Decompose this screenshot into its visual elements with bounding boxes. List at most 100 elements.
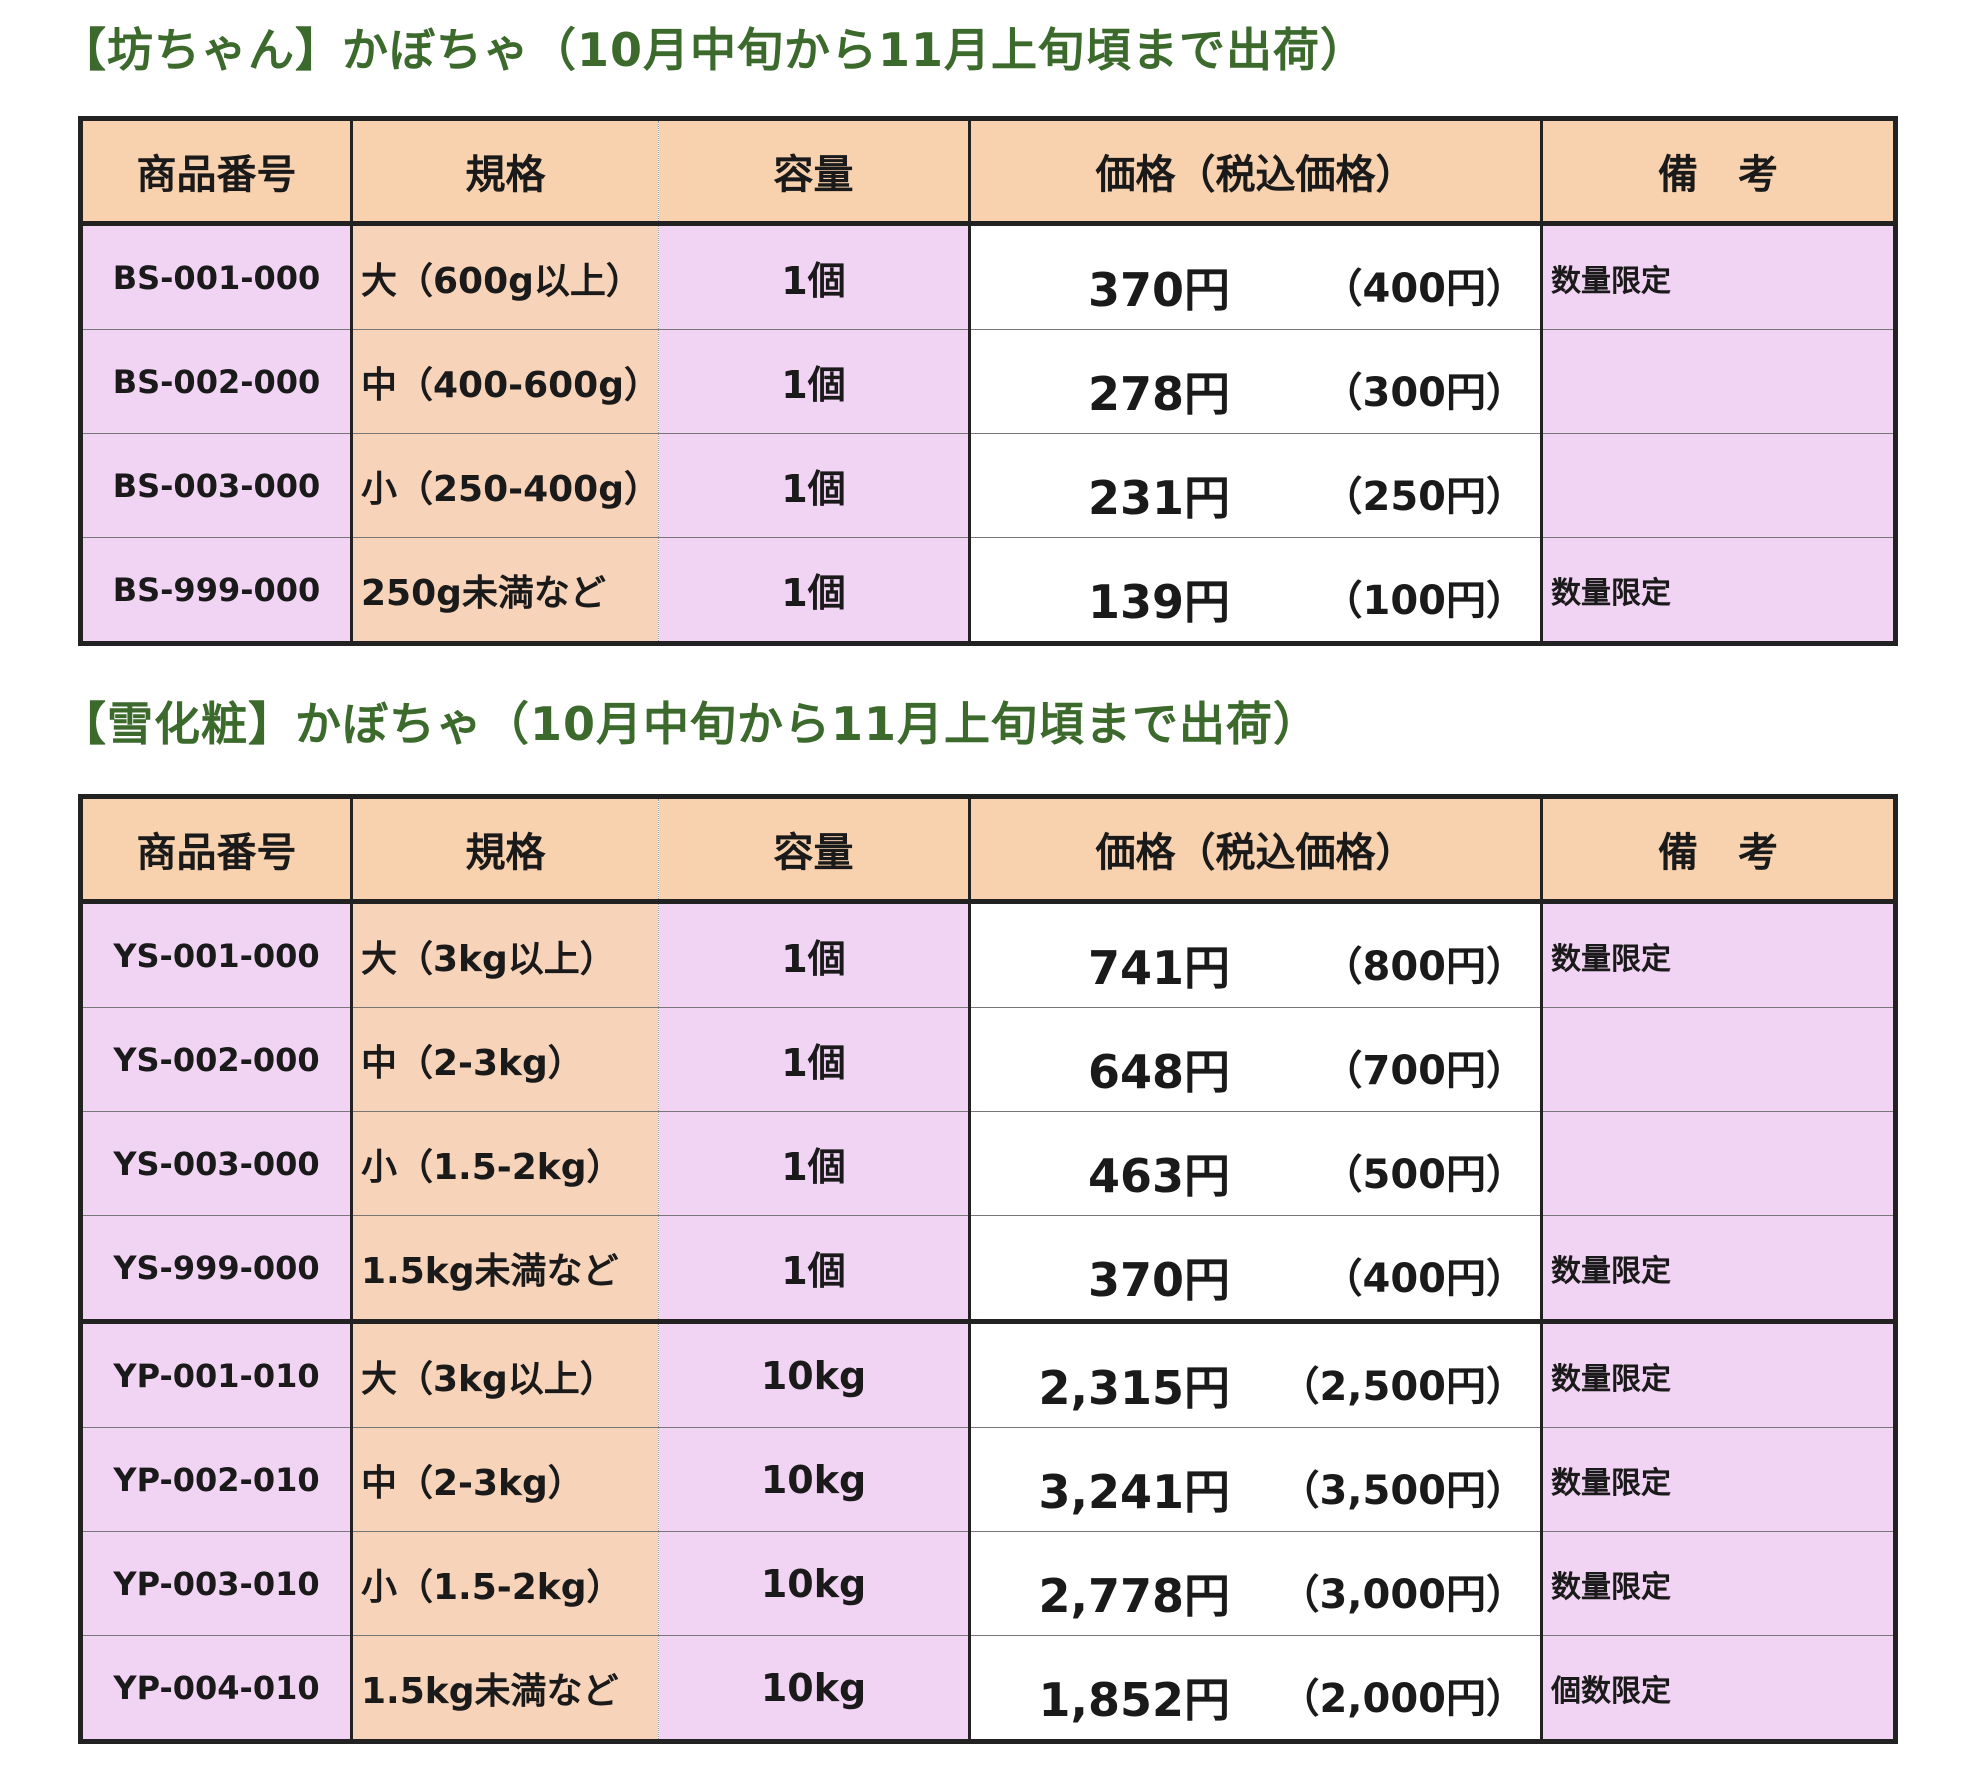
price: 278円 bbox=[1087, 367, 1230, 421]
spec: 大（3kg以上） bbox=[350, 901, 659, 1008]
remarks: 数量限定 bbox=[1540, 1319, 1896, 1428]
table-row: BS-003-000 小（250-400g） 1個 231円 （250円） bbox=[79, 433, 1896, 538]
price: 1,852円 bbox=[1038, 1673, 1230, 1727]
header-remarks: 備 考 bbox=[1540, 796, 1896, 904]
tax-included-price: （500円） bbox=[1322, 1152, 1527, 1198]
price: 2,778円 bbox=[1038, 1569, 1230, 1623]
product-number: YP-002-010 bbox=[79, 1427, 352, 1532]
product-number: BS-003-000 bbox=[79, 433, 352, 538]
header-product-number: 商品番号 bbox=[79, 796, 352, 904]
price-cell: 370円 （400円） bbox=[968, 1215, 1542, 1322]
quantity: 10kg bbox=[658, 1427, 970, 1532]
header-product-number: 商品番号 bbox=[79, 118, 352, 226]
price-cell: 231円 （250円） bbox=[968, 433, 1542, 538]
table-header-row: 商品番号 規格 容量 価格（税込価格）備 考 bbox=[79, 796, 1896, 904]
header-spec: 規格 bbox=[350, 796, 659, 904]
header-spec: 規格 bbox=[350, 118, 659, 226]
price: 231円 bbox=[1087, 471, 1230, 525]
product-number: YS-002-000 bbox=[79, 1007, 352, 1112]
tax-included-price: （3,500円） bbox=[1279, 1468, 1526, 1514]
spec: 250g未満など bbox=[350, 537, 659, 644]
table-row: YP-001-010 大（3kg以上） 10kg 2,315円 （2,500円） 数量限定 bbox=[79, 1319, 1896, 1428]
remarks bbox=[1540, 433, 1896, 538]
price: 2,315円 bbox=[1038, 1361, 1230, 1415]
quantity: 1個 bbox=[658, 1111, 970, 1216]
table-row: BS-999-000 250g未満など 1個 139円 （100円） 数量限定 bbox=[79, 537, 1896, 644]
quantity: 1個 bbox=[658, 433, 970, 538]
spec: 大（600g以上） bbox=[350, 223, 659, 330]
spec: 小（1.5-2kg） bbox=[350, 1531, 659, 1636]
price: 463円 bbox=[1087, 1149, 1230, 1203]
product-number: BS-002-000 bbox=[79, 329, 352, 434]
quantity: 1個 bbox=[658, 901, 970, 1008]
header-quantity: 容量 bbox=[658, 796, 970, 904]
quantity: 1個 bbox=[658, 537, 970, 644]
table-row: YS-002-000 中（2-3kg） 1個 648円 （700円） bbox=[79, 1007, 1896, 1112]
price-table-yukigesho: 商品番号 規格 容量 価格（税込価格）備 考 YS-001-000 大（3kg以上） 1個… bbox=[78, 794, 1898, 1744]
product-number: YP-004-010 bbox=[79, 1635, 352, 1742]
remarks: 数量限定 bbox=[1540, 1427, 1896, 1532]
product-number: BS-999-000 bbox=[79, 537, 352, 644]
quantity: 10kg bbox=[658, 1635, 970, 1742]
table-row: BS-001-000 大（600g以上） 1個 370円 （400円） 数量限定 bbox=[79, 223, 1896, 330]
tax-included-price: （800円） bbox=[1322, 944, 1527, 990]
header-quantity: 容量 bbox=[658, 118, 970, 226]
price-table-bocchan: 商品番号 規格 容量 価格（税込価格）備 考 BS-001-000 大（600g以上） 1… bbox=[78, 116, 1898, 646]
tax-included-price: （400円） bbox=[1322, 266, 1527, 312]
remarks bbox=[1540, 1111, 1896, 1216]
price: 3,241円 bbox=[1038, 1465, 1230, 1519]
remarks: 数量限定 bbox=[1540, 901, 1896, 1008]
header-remarks: 備 考 bbox=[1540, 118, 1896, 226]
price-cell: 2,315円 （2,500円） bbox=[968, 1319, 1542, 1428]
price-cell: 1,852円 （2,000円） bbox=[968, 1635, 1542, 1742]
quantity: 10kg bbox=[658, 1319, 970, 1428]
table-row: YP-003-010 小（1.5-2kg） 10kg 2,778円 （3,000円） 数量… bbox=[79, 1531, 1896, 1636]
price: 370円 bbox=[1087, 1253, 1230, 1307]
tax-included-price: （250円） bbox=[1322, 474, 1527, 520]
quantity: 1個 bbox=[658, 223, 970, 330]
table-row: YS-001-000 大（3kg以上） 1個 741円 （800円） 数量限定 bbox=[79, 901, 1896, 1008]
remarks: 個数限定 bbox=[1540, 1635, 1896, 1742]
spec: 小（1.5-2kg） bbox=[350, 1111, 659, 1216]
price-cell: 2,778円 （3,000円） bbox=[968, 1531, 1542, 1636]
spec: 1.5kg未満など bbox=[350, 1215, 659, 1322]
spec: 中（400-600g） bbox=[350, 329, 659, 434]
tax-included-price: （2,000円） bbox=[1279, 1676, 1526, 1722]
table-row: YP-002-010 中（2-3kg） 10kg 3,241円 （3,500円） 数量限定 bbox=[79, 1427, 1896, 1532]
price-cell: 370円 （400円） bbox=[968, 223, 1542, 330]
header-price: 価格（税込価格） bbox=[968, 796, 1542, 904]
price: 648円 bbox=[1087, 1045, 1230, 1099]
remarks: 数量限定 bbox=[1540, 223, 1896, 330]
tax-included-price: （700円） bbox=[1322, 1048, 1527, 1094]
tax-included-price: （3,000円） bbox=[1279, 1572, 1526, 1618]
quantity: 1個 bbox=[658, 1215, 970, 1322]
table-row: YP-004-010 1.5kg未満など 10kg 1,852円 （2,000円） 個数限… bbox=[79, 1635, 1896, 1742]
product-number: YS-003-000 bbox=[79, 1111, 352, 1216]
price: 741円 bbox=[1087, 941, 1230, 995]
product-number: YS-999-000 bbox=[79, 1215, 352, 1322]
tax-included-price: （2,500円） bbox=[1279, 1364, 1526, 1410]
tax-included-price: （100円） bbox=[1322, 578, 1527, 624]
price-cell: 648円 （700円） bbox=[968, 1007, 1542, 1112]
section-title-yukigesho: 【雪化粧】かぼちゃ（10月中旬から11月上旬頃まで出荷） bbox=[60, 697, 1321, 751]
spec: 1.5kg未満など bbox=[350, 1635, 659, 1742]
price-cell: 139円 （100円） bbox=[968, 537, 1542, 644]
tax-included-price: （400円） bbox=[1322, 1256, 1527, 1302]
remarks: 数量限定 bbox=[1540, 1215, 1896, 1322]
price-cell: 3,241円 （3,500円） bbox=[968, 1427, 1542, 1532]
quantity: 10kg bbox=[658, 1531, 970, 1636]
remarks bbox=[1540, 329, 1896, 434]
quantity: 1個 bbox=[658, 329, 970, 434]
spec: 中（2-3kg） bbox=[350, 1007, 659, 1112]
spec: 中（2-3kg） bbox=[350, 1427, 659, 1532]
remarks: 数量限定 bbox=[1540, 537, 1896, 644]
price-cell: 741円 （800円） bbox=[968, 901, 1542, 1008]
price-cell: 278円 （300円） bbox=[968, 329, 1542, 434]
product-number: YS-001-000 bbox=[79, 901, 352, 1008]
price-cell: 463円 （500円） bbox=[968, 1111, 1542, 1216]
spec: 大（3kg以上） bbox=[350, 1319, 659, 1428]
product-number: YP-001-010 bbox=[79, 1319, 352, 1428]
price: 370円 bbox=[1087, 263, 1230, 317]
table-row: YS-999-000 1.5kg未満など 1個 370円 （400円） 数量限定 bbox=[79, 1215, 1896, 1322]
tax-included-price: （300円） bbox=[1322, 370, 1527, 416]
